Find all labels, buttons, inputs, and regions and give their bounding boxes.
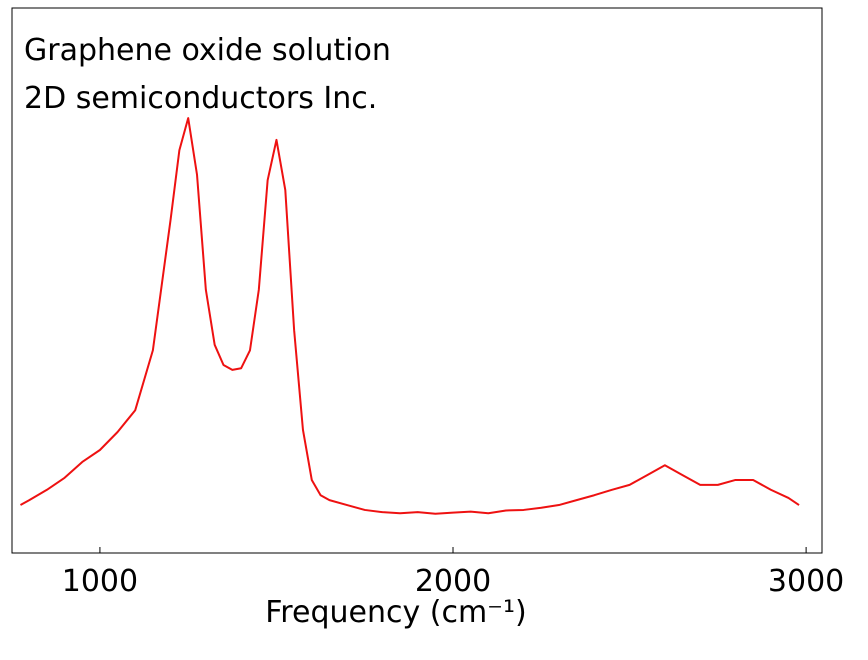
x-tick-label: 2000 — [415, 564, 491, 599]
x-tick-label: 3000 — [768, 564, 844, 599]
x-tick-label: 1000 — [62, 564, 138, 599]
annotation: 2D semiconductors Inc. — [24, 81, 377, 116]
spectrum-line — [19, 117, 800, 515]
x-axis-label: Frequency (cm⁻¹) — [265, 595, 527, 630]
plot-frame — [11, 7, 823, 554]
annotation: Graphene oxide solution — [24, 33, 391, 68]
